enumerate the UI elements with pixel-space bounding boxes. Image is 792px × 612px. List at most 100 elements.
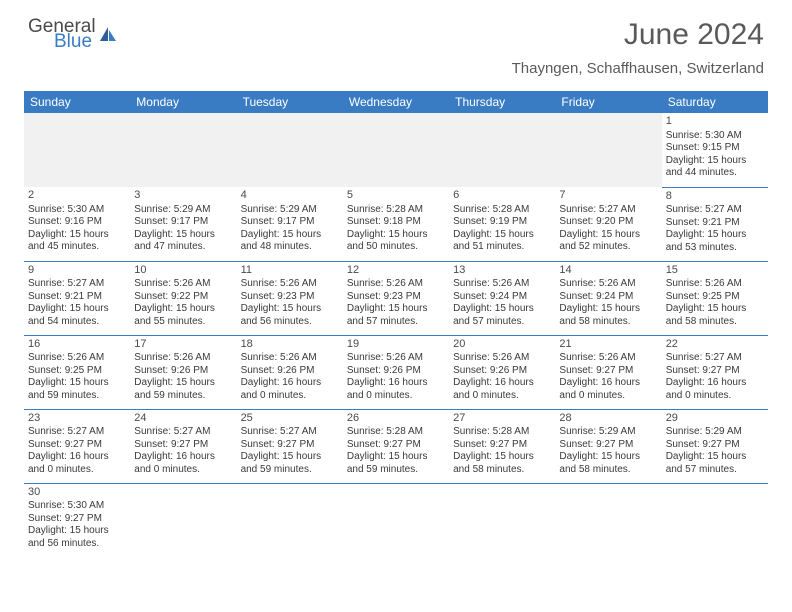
day-info: Sunrise: 5:30 AMSunset: 9:27 PMDaylight:… [28, 500, 126, 550]
day-cell: 17Sunrise: 5:26 AMSunset: 9:26 PMDayligh… [130, 335, 236, 409]
day-number: 13 [453, 264, 551, 278]
day-cell: 14Sunrise: 5:26 AMSunset: 9:24 PMDayligh… [555, 261, 661, 335]
day-number: 30 [28, 486, 126, 500]
day-info: Sunrise: 5:27 AMSunset: 9:27 PMDaylight:… [134, 426, 232, 476]
day-info: Sunrise: 5:29 AMSunset: 9:27 PMDaylight:… [666, 426, 764, 476]
day-number: 10 [134, 264, 232, 278]
day-header: Saturday [662, 91, 768, 113]
empty-cell [343, 483, 449, 557]
day-cell: 16Sunrise: 5:26 AMSunset: 9:25 PMDayligh… [24, 335, 130, 409]
sail-icon [98, 25, 118, 45]
empty-cell [237, 113, 343, 187]
day-info: Sunrise: 5:26 AMSunset: 9:25 PMDaylight:… [28, 352, 126, 402]
day-info: Sunrise: 5:27 AMSunset: 9:21 PMDaylight:… [666, 204, 764, 254]
day-header: Thursday [449, 91, 555, 113]
day-number: 7 [559, 189, 657, 203]
day-number: 1 [666, 115, 764, 129]
day-cell: 12Sunrise: 5:26 AMSunset: 9:23 PMDayligh… [343, 261, 449, 335]
day-cell: 26Sunrise: 5:28 AMSunset: 9:27 PMDayligh… [343, 409, 449, 483]
day-number: 16 [28, 338, 126, 352]
day-number: 17 [134, 338, 232, 352]
day-cell: 25Sunrise: 5:27 AMSunset: 9:27 PMDayligh… [237, 409, 343, 483]
day-number: 23 [28, 412, 126, 426]
title-block: June 2024 Thayngen, Schaffhausen, Switze… [512, 18, 764, 77]
day-info: Sunrise: 5:28 AMSunset: 9:27 PMDaylight:… [453, 426, 551, 476]
day-number: 6 [453, 189, 551, 203]
day-cell: 9Sunrise: 5:27 AMSunset: 9:21 PMDaylight… [24, 261, 130, 335]
day-cell: 7Sunrise: 5:27 AMSunset: 9:20 PMDaylight… [555, 187, 661, 261]
day-info: Sunrise: 5:26 AMSunset: 9:26 PMDaylight:… [134, 352, 232, 402]
day-cell: 3Sunrise: 5:29 AMSunset: 9:17 PMDaylight… [130, 187, 236, 261]
day-number: 14 [559, 264, 657, 278]
day-number: 29 [666, 412, 764, 426]
day-info: Sunrise: 5:28 AMSunset: 9:19 PMDaylight:… [453, 204, 551, 254]
day-cell: 5Sunrise: 5:28 AMSunset: 9:18 PMDaylight… [343, 187, 449, 261]
day-number: 12 [347, 264, 445, 278]
day-number: 20 [453, 338, 551, 352]
day-info: Sunrise: 5:30 AMSunset: 9:15 PMDaylight:… [666, 130, 764, 180]
day-cell: 18Sunrise: 5:26 AMSunset: 9:26 PMDayligh… [237, 335, 343, 409]
day-number: 2 [28, 189, 126, 203]
logo-text: General Blue [28, 18, 96, 51]
empty-cell [130, 483, 236, 557]
day-info: Sunrise: 5:26 AMSunset: 9:26 PMDaylight:… [453, 352, 551, 402]
day-header: Friday [555, 91, 661, 113]
day-number: 28 [559, 412, 657, 426]
calendar-row: 1Sunrise: 5:30 AMSunset: 9:15 PMDaylight… [24, 113, 768, 187]
day-info: Sunrise: 5:26 AMSunset: 9:23 PMDaylight:… [241, 278, 339, 328]
day-cell: 6Sunrise: 5:28 AMSunset: 9:19 PMDaylight… [449, 187, 555, 261]
day-number: 22 [666, 338, 764, 352]
day-cell: 19Sunrise: 5:26 AMSunset: 9:26 PMDayligh… [343, 335, 449, 409]
day-info: Sunrise: 5:26 AMSunset: 9:24 PMDaylight:… [559, 278, 657, 328]
empty-cell [449, 483, 555, 557]
day-number: 15 [666, 264, 764, 278]
day-info: Sunrise: 5:28 AMSunset: 9:27 PMDaylight:… [347, 426, 445, 476]
day-info: Sunrise: 5:29 AMSunset: 9:27 PMDaylight:… [559, 426, 657, 476]
empty-cell [343, 113, 449, 187]
day-number: 18 [241, 338, 339, 352]
calendar-row: 16Sunrise: 5:26 AMSunset: 9:25 PMDayligh… [24, 335, 768, 409]
day-info: Sunrise: 5:27 AMSunset: 9:21 PMDaylight:… [28, 278, 126, 328]
day-cell: 4Sunrise: 5:29 AMSunset: 9:17 PMDaylight… [237, 187, 343, 261]
empty-cell [237, 483, 343, 557]
day-info: Sunrise: 5:29 AMSunset: 9:17 PMDaylight:… [134, 204, 232, 254]
day-number: 5 [347, 189, 445, 203]
day-cell: 29Sunrise: 5:29 AMSunset: 9:27 PMDayligh… [662, 409, 768, 483]
day-number: 3 [134, 189, 232, 203]
day-cell: 20Sunrise: 5:26 AMSunset: 9:26 PMDayligh… [449, 335, 555, 409]
day-cell: 23Sunrise: 5:27 AMSunset: 9:27 PMDayligh… [24, 409, 130, 483]
day-number: 21 [559, 338, 657, 352]
day-cell: 28Sunrise: 5:29 AMSunset: 9:27 PMDayligh… [555, 409, 661, 483]
day-number: 24 [134, 412, 232, 426]
calendar-row: 23Sunrise: 5:27 AMSunset: 9:27 PMDayligh… [24, 409, 768, 483]
day-number: 4 [241, 189, 339, 203]
day-info: Sunrise: 5:26 AMSunset: 9:23 PMDaylight:… [347, 278, 445, 328]
day-cell: 22Sunrise: 5:27 AMSunset: 9:27 PMDayligh… [662, 335, 768, 409]
day-cell: 10Sunrise: 5:26 AMSunset: 9:22 PMDayligh… [130, 261, 236, 335]
calendar-row: 2Sunrise: 5:30 AMSunset: 9:16 PMDaylight… [24, 187, 768, 261]
day-number: 26 [347, 412, 445, 426]
month-title: June 2024 [512, 18, 764, 52]
day-info: Sunrise: 5:26 AMSunset: 9:25 PMDaylight:… [666, 278, 764, 328]
empty-cell [555, 483, 661, 557]
day-number: 27 [453, 412, 551, 426]
empty-cell [662, 483, 768, 557]
day-header: Monday [130, 91, 236, 113]
day-info: Sunrise: 5:27 AMSunset: 9:20 PMDaylight:… [559, 204, 657, 254]
calendar-row: 9Sunrise: 5:27 AMSunset: 9:21 PMDaylight… [24, 261, 768, 335]
day-info: Sunrise: 5:27 AMSunset: 9:27 PMDaylight:… [666, 352, 764, 402]
day-number: 19 [347, 338, 445, 352]
empty-cell [24, 113, 130, 187]
day-info: Sunrise: 5:27 AMSunset: 9:27 PMDaylight:… [241, 426, 339, 476]
day-cell: 13Sunrise: 5:26 AMSunset: 9:24 PMDayligh… [449, 261, 555, 335]
day-cell: 24Sunrise: 5:27 AMSunset: 9:27 PMDayligh… [130, 409, 236, 483]
day-info: Sunrise: 5:27 AMSunset: 9:27 PMDaylight:… [28, 426, 126, 476]
logo-part2: Blue [54, 33, 96, 51]
logo: General Blue [28, 18, 118, 51]
empty-cell [555, 113, 661, 187]
day-number: 8 [666, 190, 764, 204]
day-info: Sunrise: 5:28 AMSunset: 9:18 PMDaylight:… [347, 204, 445, 254]
day-info: Sunrise: 5:30 AMSunset: 9:16 PMDaylight:… [28, 204, 126, 254]
day-info: Sunrise: 5:29 AMSunset: 9:17 PMDaylight:… [241, 204, 339, 254]
location: Thayngen, Schaffhausen, Switzerland [512, 60, 764, 77]
